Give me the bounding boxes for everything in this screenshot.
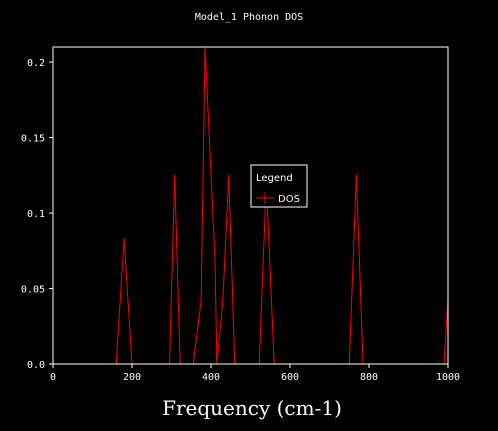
data-point xyxy=(228,174,230,176)
x-tick-label: 800 xyxy=(360,372,378,383)
legend-box xyxy=(250,164,308,208)
y-tick-label: 0.1 xyxy=(27,209,45,220)
legend-title: Legend xyxy=(256,173,293,184)
data-point xyxy=(200,300,202,302)
chart-title: Model_1 Phonon DOS xyxy=(195,12,303,23)
x-tick-label: 1000 xyxy=(436,372,460,383)
x-axis-label: Frequency (cm-1) xyxy=(162,396,342,420)
data-point xyxy=(123,238,125,240)
y-tick-label: 0.0 xyxy=(27,360,45,371)
y-tick-label: 0.15 xyxy=(21,134,45,145)
legend: Legend DOS xyxy=(250,164,308,208)
x-tick-label: 600 xyxy=(281,372,299,383)
data-point xyxy=(174,174,176,176)
plot-frame xyxy=(52,46,449,365)
x-tick-label: 0 xyxy=(50,372,56,383)
x-tick-label: 200 xyxy=(123,372,141,383)
x-tick-label: 400 xyxy=(202,372,220,383)
data-point xyxy=(222,300,224,302)
y-tick-label: 0.2 xyxy=(27,58,45,69)
y-axis-ticks: 0.0 0.05 0.1 0.15 0.2 xyxy=(21,58,53,371)
x-axis-ticks: 0 200 400 600 800 1000 xyxy=(50,364,460,383)
data-point xyxy=(355,174,357,176)
legend-entry-dos: DOS xyxy=(278,194,300,205)
y-tick-label: 0.05 xyxy=(21,285,45,296)
data-point xyxy=(214,257,216,259)
